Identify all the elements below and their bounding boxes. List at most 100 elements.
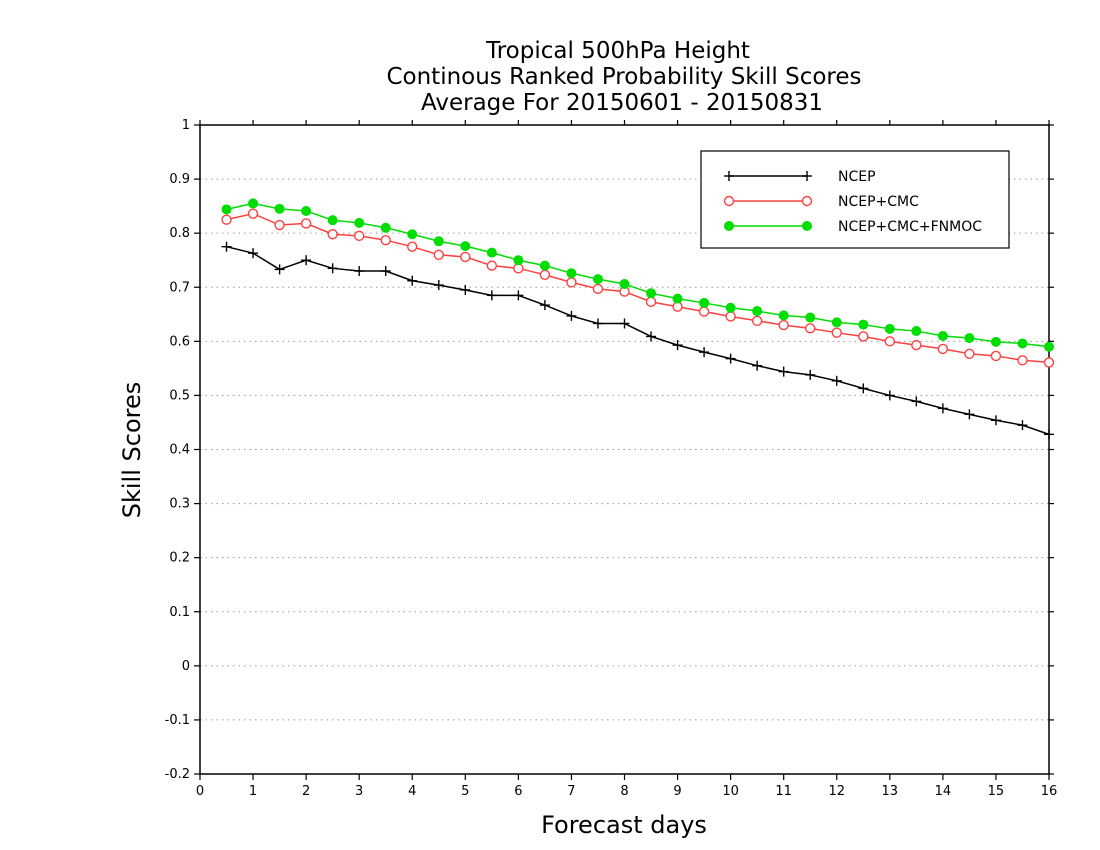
data-point: [566, 310, 577, 321]
series-0: [221, 241, 1054, 440]
grid-lines: [200, 178, 1049, 721]
x-tick-label: 15: [988, 784, 1005, 799]
chart-title-line-3: Average For 20150601 - 20150831: [421, 90, 823, 116]
y-tick-label: 0.4: [169, 443, 190, 458]
x-tick-label: 13: [882, 784, 899, 799]
data-point: [433, 236, 444, 247]
data-point: [539, 260, 550, 271]
series-2: [221, 198, 1054, 352]
legend-label: NCEP+CMC+FNMOC: [838, 219, 982, 235]
legend-marker: [801, 195, 813, 207]
y-tick-label: 0.7: [169, 280, 190, 295]
y-tick-label: 0.6: [169, 334, 190, 349]
data-point: [460, 284, 471, 295]
data-point: [247, 208, 259, 219]
data-point: [937, 343, 949, 355]
legend-marker: [802, 221, 812, 231]
legend-entry-1: NCEP+CMC: [723, 194, 919, 210]
y-tick-label: 0.5: [169, 388, 190, 403]
data-point: [646, 331, 657, 342]
legend-entry-0: NCEP: [724, 169, 876, 185]
legend-marker: [723, 195, 735, 207]
y-tick-label: -0.2: [165, 767, 190, 782]
data-point: [725, 302, 736, 313]
data-point: [937, 330, 948, 341]
data-point: [301, 205, 312, 216]
data-point: [1017, 355, 1028, 366]
x-tick-label: 1: [249, 784, 257, 799]
data-point: [354, 266, 365, 277]
y-tick-label: 0.3: [169, 497, 190, 512]
data-point: [964, 348, 975, 359]
axis-ticks: -0.2-0.100.10.20.30.40.50.60.70.80.910 1 2…: [165, 118, 1058, 799]
data-point: [407, 241, 418, 252]
y-tick-label: 0.8: [169, 226, 190, 241]
data-point: [486, 290, 497, 301]
x-tick-label: 12: [828, 784, 845, 799]
data-point: [221, 204, 232, 215]
data-point: [831, 375, 842, 386]
data-point: [274, 264, 285, 275]
data-point: [884, 323, 895, 334]
data-point: [380, 222, 391, 233]
data-point: [248, 198, 259, 209]
data-point: [566, 268, 577, 279]
data-point: [990, 336, 1001, 347]
data-point: [407, 229, 418, 240]
y-tick-label: 0: [182, 659, 190, 674]
y-tick-label: 0.9: [169, 172, 190, 187]
data-point: [672, 293, 683, 304]
x-tick-label: 2: [302, 784, 310, 799]
x-tick-label: 0: [196, 784, 204, 799]
data-point: [327, 263, 338, 274]
x-tick-label: 9: [673, 784, 681, 799]
legend-marker: [724, 171, 734, 181]
y-axis-label: Skill Scores: [118, 382, 146, 519]
data-point: [300, 218, 312, 229]
data-point: [592, 318, 603, 329]
data-point: [221, 241, 232, 252]
data-point: [1044, 341, 1054, 352]
data-point: [751, 315, 763, 326]
legend-marker: [724, 221, 734, 231]
data-point: [1044, 429, 1054, 440]
data-point: [805, 369, 816, 380]
data-point: [513, 290, 524, 301]
data-point: [460, 251, 471, 263]
legend: NCEP NCEP+CMC NCEP+CMC+FNMOC: [700, 150, 1010, 249]
data-point: [301, 255, 312, 266]
x-tick-label: 6: [514, 784, 522, 799]
data-point: [990, 350, 1002, 362]
data-point: [380, 266, 391, 277]
data-point: [698, 306, 710, 317]
data-point: [274, 203, 285, 214]
data-point: [1043, 357, 1055, 368]
data-point: [964, 409, 975, 420]
data-point: [327, 215, 338, 226]
data-point: [831, 317, 842, 328]
data-point: [831, 327, 842, 338]
data-point: [1017, 420, 1028, 431]
data-point: [752, 360, 763, 371]
legend-label: NCEP: [838, 169, 876, 185]
x-tick-label: 11: [775, 784, 792, 799]
data-point: [619, 318, 630, 329]
x-tick-label: 3: [355, 784, 363, 799]
data-point: [805, 312, 816, 323]
data-point: [353, 230, 365, 242]
data-point: [778, 310, 789, 321]
data-point: [858, 331, 869, 342]
data-point: [354, 217, 365, 228]
data-point: [805, 323, 816, 334]
y-tick-label: 1: [182, 118, 190, 133]
data-point: [778, 366, 789, 377]
data-point: [486, 260, 498, 271]
legend-marker: [802, 171, 812, 181]
data-point: [725, 311, 736, 322]
y-tick-label: 0.2: [169, 551, 190, 566]
data-point: [513, 255, 524, 266]
data-point: [911, 396, 922, 407]
data-point: [407, 275, 418, 286]
series-line: [226, 245, 1050, 436]
